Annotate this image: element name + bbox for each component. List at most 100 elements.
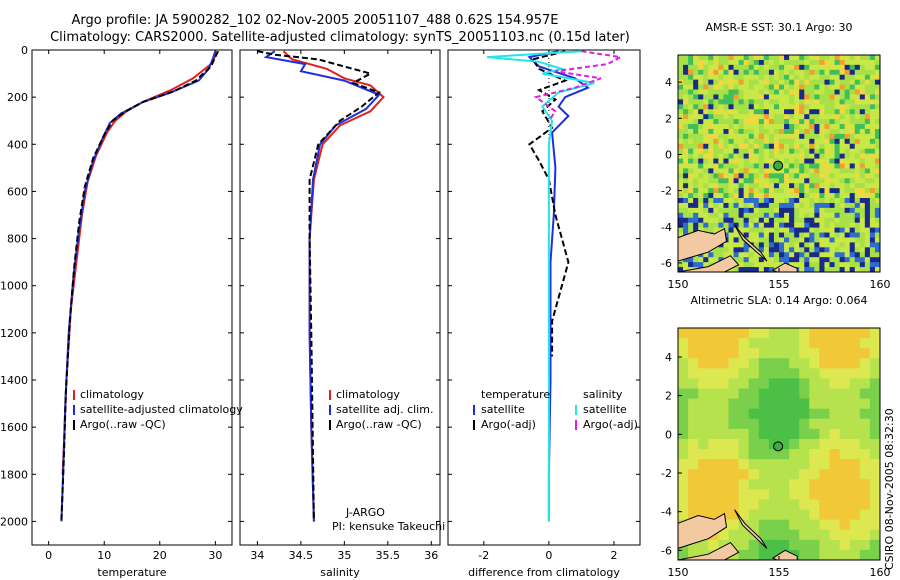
sla_map-cell	[728, 499, 739, 510]
sst_map-cell	[814, 84, 820, 90]
sla_map-cell	[809, 459, 820, 470]
sla_map-cell	[768, 388, 780, 400]
sst_map-cell	[849, 94, 856, 100]
sst_map-cell	[864, 202, 871, 209]
sst_map-cell	[753, 114, 760, 120]
sst_map-cell	[683, 188, 689, 194]
sla_map-cell	[768, 408, 780, 420]
sst_map-cell	[839, 188, 846, 194]
sst_map-cell	[824, 252, 830, 258]
sla_map-cell	[819, 428, 830, 440]
sla_map-cell	[859, 459, 871, 470]
sst_map-cell	[743, 74, 750, 81]
sst_map-cell	[703, 227, 709, 233]
difference-temperature-legend-label: temperature	[481, 388, 550, 401]
sst_map-cell	[849, 212, 856, 219]
sla_map-cell	[799, 428, 810, 440]
sst_map-cell	[678, 148, 684, 155]
sst_map-cell	[839, 55, 846, 61]
sst_map-cell	[799, 84, 805, 90]
sst_map-cell	[698, 198, 704, 204]
sst_map-cell	[718, 55, 724, 61]
sst_map-cell	[753, 227, 760, 233]
sst_map-cell	[804, 59, 810, 66]
sst_map-cell	[763, 252, 770, 258]
sst_map-cell	[869, 163, 876, 169]
sst_map-cell	[854, 153, 861, 159]
sst_map-cell	[874, 237, 881, 243]
sst_map-cell	[789, 148, 795, 155]
sst_map-cell	[814, 55, 820, 61]
salinity-xtick-label: 34.5	[289, 549, 314, 562]
depth-tick-label: 1400	[0, 374, 28, 387]
sst_map-cell	[718, 124, 724, 130]
sst_map-cell	[768, 193, 775, 199]
sst_map-cell	[839, 69, 846, 76]
sst_map-cell	[844, 237, 851, 243]
sst_map-cell	[859, 173, 866, 179]
sla_map-cell	[738, 539, 750, 551]
sst_map-cell	[849, 84, 856, 90]
sst_map-cell	[683, 69, 689, 76]
sla_map-cell	[849, 358, 861, 369]
sst_map-cell	[829, 188, 835, 194]
sst_map-cell	[869, 104, 876, 110]
sst_map-cell	[768, 267, 775, 273]
sst_map-cell	[718, 188, 724, 194]
sst_map-cell	[864, 59, 871, 66]
sla_map-ytick-label: 2	[665, 390, 672, 403]
sst_map-cell	[688, 148, 694, 155]
sst_map-cell	[859, 227, 866, 233]
sst_map-cell	[829, 183, 835, 189]
sst_map-cell	[703, 128, 709, 135]
sst_map-cell	[809, 143, 815, 150]
sst_map-cell	[688, 202, 694, 209]
sst_map-cell	[713, 99, 719, 105]
sst_map-cell	[743, 114, 750, 120]
sst_map-cell	[869, 262, 876, 268]
sst_map-cell	[713, 188, 719, 194]
sst_map-ytick-label: -6	[661, 257, 672, 270]
sst_map-cell	[708, 59, 714, 66]
sst_map-cell	[874, 262, 881, 268]
sst_map-cell	[839, 262, 846, 268]
sst_map-cell	[874, 252, 881, 258]
sst_map-cell	[859, 99, 866, 105]
sla_map-cell	[859, 509, 871, 521]
sst_map-cell	[859, 114, 866, 120]
sst_map-cell	[874, 138, 881, 145]
sst_map-cell	[768, 168, 775, 174]
sst_map-cell	[794, 193, 800, 199]
sst_map-cell	[874, 104, 881, 110]
sla_map-xtick-label: 155	[769, 566, 790, 579]
sst_map-cell	[859, 69, 866, 76]
sla_map-cell	[718, 479, 729, 490]
sst_map-cell	[839, 237, 846, 243]
sst_map-cell	[819, 119, 825, 125]
sla_map-cell	[789, 398, 800, 410]
sla_map-cell	[718, 459, 729, 470]
sst_map-cell	[804, 183, 810, 189]
sla_map-cell	[779, 449, 790, 460]
sst_map-cell	[768, 262, 775, 268]
sst_map-cell	[768, 188, 775, 194]
sst_map-cell	[738, 153, 745, 159]
sst_map-cell	[753, 262, 760, 268]
sst_map-cell	[814, 173, 820, 179]
sst_map-cell	[748, 262, 755, 268]
sla_map-cell	[799, 539, 810, 551]
sst_map-cell	[753, 99, 760, 105]
sst_map-cell	[864, 207, 871, 214]
sst_map-cell	[773, 138, 780, 145]
sst_map-cell	[809, 114, 815, 120]
sst_map-cell	[703, 133, 709, 140]
sst_map-cell	[824, 99, 830, 105]
sst_map-cell	[773, 262, 780, 268]
sla_map-cell	[698, 378, 709, 389]
sst_map-cell	[713, 178, 719, 184]
sst_map-cell	[829, 133, 835, 140]
sst_map-cell	[678, 168, 684, 174]
sst_map-cell	[763, 64, 770, 71]
sst_map-cell	[779, 148, 785, 155]
sst_map-cell	[693, 119, 699, 125]
